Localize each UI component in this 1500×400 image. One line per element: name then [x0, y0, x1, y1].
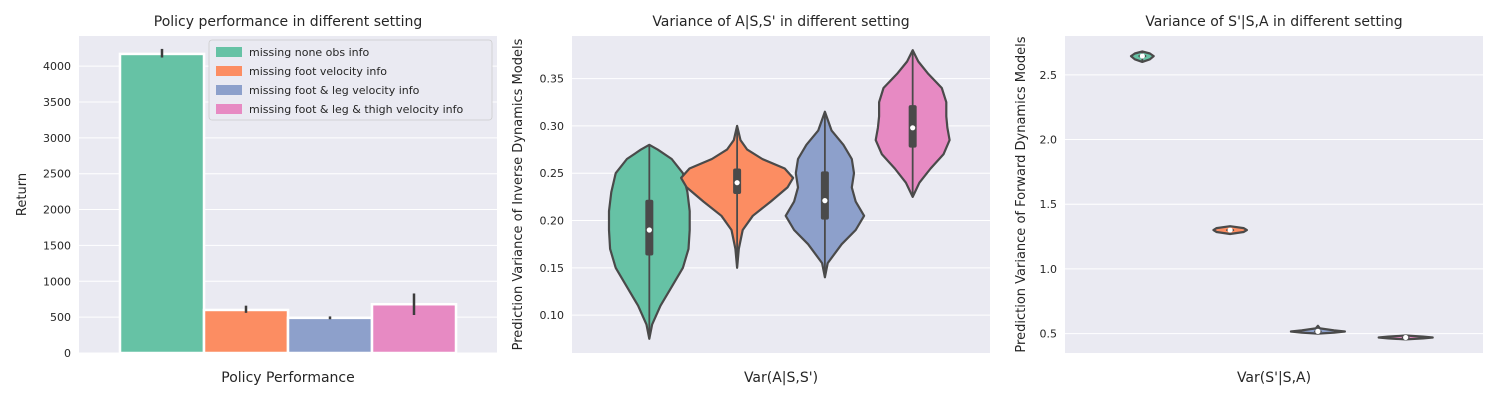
y-tick-label: 0.30: [540, 120, 565, 133]
violin-median: [1227, 227, 1233, 233]
legend-swatch: [216, 104, 242, 114]
y-tick-label: 2.0: [1040, 134, 1058, 147]
bar: [202, 308, 290, 355]
legend: [208, 39, 493, 121]
x-axis-label: Policy Performance: [221, 370, 354, 386]
y-tick-label: 1000: [43, 275, 71, 288]
y-tick-label: 0.20: [540, 215, 565, 228]
chart-title: Variance of S'|S,A in different setting: [1145, 14, 1402, 30]
y-axis-label: Prediction Variance of Forward Dynamics …: [1014, 36, 1029, 352]
legend-entry: missing foot velocity info: [249, 65, 387, 78]
legend-swatch: [216, 85, 242, 95]
bar: [286, 316, 374, 355]
violin-median: [1403, 334, 1409, 341]
y-tick-label: 0: [64, 347, 71, 360]
chart-title: Variance of A|S,S' in different setting: [652, 14, 909, 30]
violin-median: [1139, 53, 1145, 59]
plot-area: [1065, 36, 1483, 353]
y-tick-label: 3500: [43, 96, 71, 109]
y-tick-label: 0.15: [540, 262, 565, 275]
y-tick-label: 2.5: [1040, 69, 1058, 82]
y-tick-label: 0.5: [1040, 328, 1058, 341]
y-axis-label: Prediction Variance of Inverse Dynamics …: [511, 38, 526, 350]
legend-entry: missing foot & leg velocity info: [249, 84, 420, 97]
y-axis-label: Return: [15, 173, 30, 216]
y-tick-label: 1.0: [1040, 263, 1058, 276]
y-tick-label: 2000: [43, 204, 71, 217]
violin-median: [1315, 328, 1321, 334]
y-tick-label: 3000: [43, 132, 71, 145]
legend-entry: missing foot & leg & thigh velocity info: [249, 103, 464, 116]
legend-swatch: [216, 47, 242, 57]
y-tick-label: 4000: [43, 60, 71, 73]
y-tick-label: 0.25: [540, 167, 565, 180]
x-axis-label: Var(S'|S,A): [1237, 370, 1311, 386]
chart-title: Policy performance in different setting: [154, 14, 423, 30]
violin-median: [822, 198, 828, 204]
y-tick-label: 0.10: [540, 309, 565, 322]
bar: [118, 52, 206, 355]
x-axis-label: Var(A|S,S'): [744, 370, 818, 386]
y-tick-label: 500: [50, 311, 71, 324]
y-tick-label: 1500: [43, 239, 71, 252]
y-tick-label: 2500: [43, 168, 71, 181]
violin-median: [646, 227, 652, 233]
legend-swatch: [216, 66, 242, 76]
violin-median: [734, 180, 740, 186]
violin-median: [910, 125, 916, 131]
legend-entry: missing none obs info: [249, 46, 370, 59]
y-tick-label: 0.35: [540, 73, 565, 86]
y-tick-label: 1.5: [1040, 198, 1058, 211]
violin-box: [820, 171, 829, 220]
